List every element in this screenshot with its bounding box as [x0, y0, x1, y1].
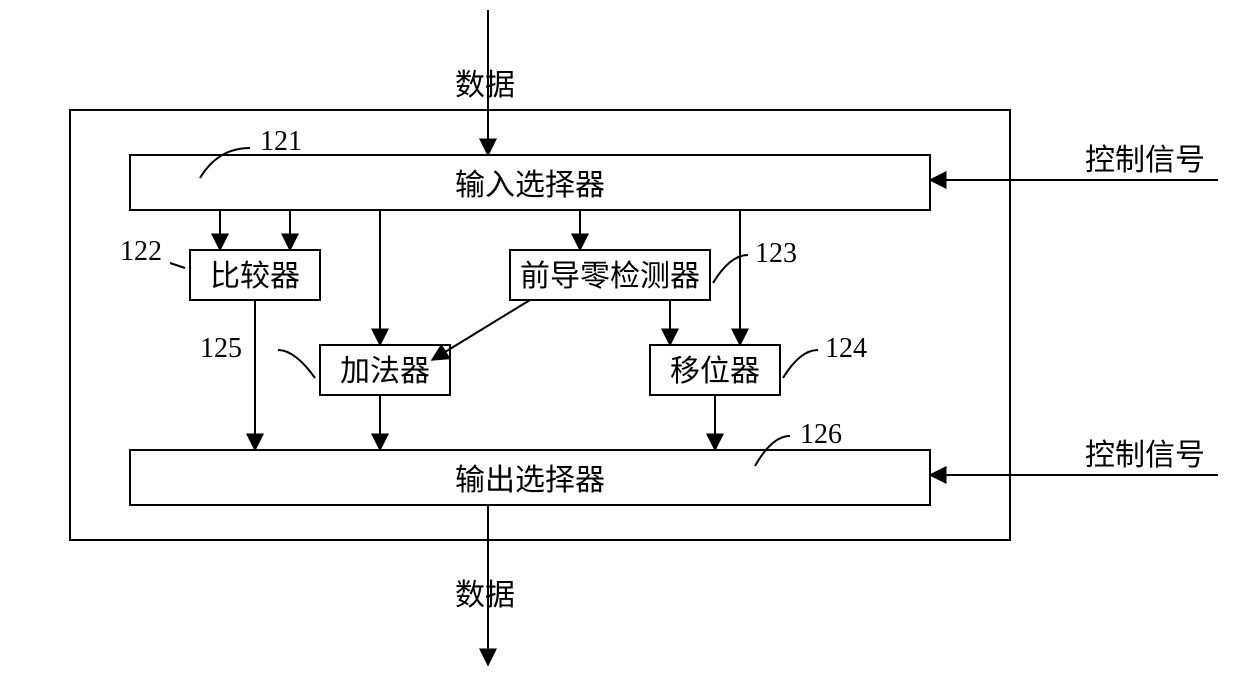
ref-leader-122 [170, 263, 185, 268]
ref-126: 126 [800, 419, 842, 450]
lz-detector-label: 前导零检测器 [520, 260, 700, 293]
edge-lz-adder [432, 300, 530, 360]
ref-leader-124 [783, 350, 818, 378]
ref-124: 124 [825, 333, 867, 364]
edges [220, 10, 1083, 665]
ref-leader-125 [278, 350, 315, 378]
label-ctrl-bottom: 控制信号 [1083, 439, 1218, 475]
node-lz-detector: 前导零检测器 123 [510, 238, 797, 300]
ref-121: 121 [260, 126, 302, 157]
node-input-selector: 输入选择器 121 [130, 126, 930, 210]
adder-label: 加法器 [340, 355, 430, 388]
label-data-top: 数据 [455, 69, 515, 102]
ref-125: 125 [200, 333, 242, 364]
node-adder: 加法器 125 [200, 333, 450, 395]
block-diagram: 数据 数据 控制信号 控制信号 输入选择器 121 比较器 122 前导零检测器… [0, 0, 1239, 681]
node-shifter: 移位器 124 [650, 333, 867, 395]
node-output-selector: 输出选择器 126 [130, 419, 930, 505]
svg-text:控制信号: 控制信号 [1085, 144, 1205, 177]
ref-123: 123 [755, 238, 797, 269]
svg-text:控制信号: 控制信号 [1085, 439, 1205, 472]
ref-122: 122 [120, 236, 162, 267]
label-ctrl-top: 控制信号 [1083, 144, 1218, 180]
ref-leader-121 [200, 148, 250, 178]
input-selector-label: 输入选择器 [455, 169, 605, 202]
comparator-label: 比较器 [210, 260, 300, 293]
label-data-bottom: 数据 [455, 579, 515, 612]
ref-leader-123 [713, 255, 748, 283]
output-selector-label: 输出选择器 [455, 464, 605, 497]
shifter-label: 移位器 [670, 355, 760, 388]
